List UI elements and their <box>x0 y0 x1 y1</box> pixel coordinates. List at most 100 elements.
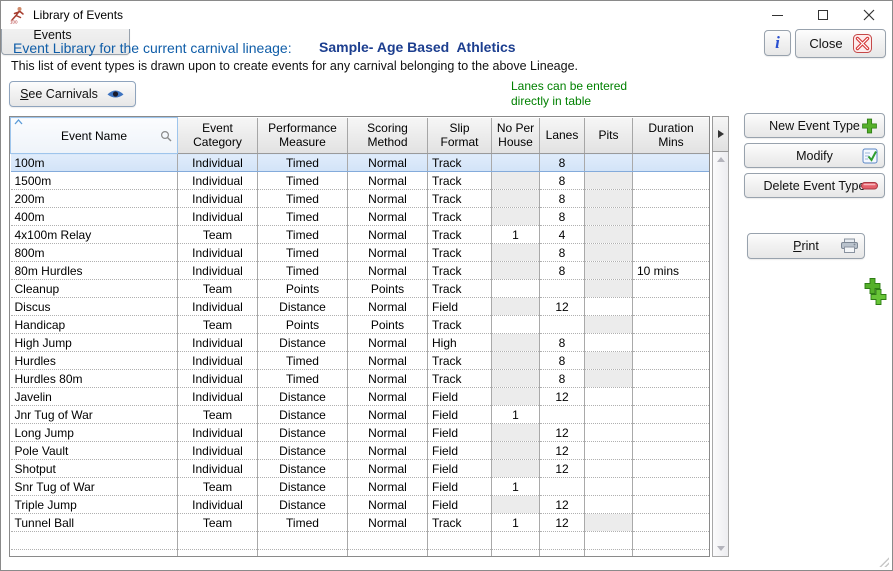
cell-measure[interactable]: Distance <box>257 405 348 424</box>
table-row[interactable]: Hurdles 80m Individual Timed Normal Track 8 <box>10 369 709 388</box>
cell-lanes[interactable]: 8 <box>539 207 585 226</box>
cell-name[interactable]: 800m <box>10 243 178 262</box>
cell-measure[interactable]: Distance <box>257 459 348 478</box>
cell-measure[interactable]: Timed <box>257 171 348 190</box>
column-header-scoring[interactable]: Scoring Method <box>347 117 428 154</box>
cell-measure[interactable]: Distance <box>257 423 348 442</box>
cell-lanes[interactable]: 8 <box>539 171 585 190</box>
cell-duration[interactable] <box>632 189 709 208</box>
cell-lanes[interactable]: 8 <box>539 189 585 208</box>
cell-slip[interactable]: Track <box>427 189 492 208</box>
cell-no_per_house[interactable]: 1 <box>491 477 540 496</box>
cell-pits[interactable] <box>584 333 633 352</box>
cell-duration[interactable] <box>632 423 709 442</box>
cell-slip[interactable]: Field <box>427 297 492 316</box>
column-header-slip[interactable]: Slip Format <box>427 117 492 154</box>
cell-scoring[interactable]: Normal <box>347 153 428 172</box>
cell-lanes[interactable] <box>539 531 585 550</box>
search-icon[interactable] <box>160 130 172 142</box>
table-row[interactable]: 100m Individual Timed Normal Track 8 <box>10 153 709 172</box>
cell-name[interactable]: High Jump <box>10 333 178 352</box>
cell-pits[interactable] <box>584 405 633 424</box>
cell-measure[interactable]: Distance <box>257 441 348 460</box>
cell-scoring[interactable]: Normal <box>347 513 428 532</box>
cell-category[interactable]: Individual <box>177 423 258 442</box>
cell-category[interactable]: Team <box>177 225 258 244</box>
cell-scoring[interactable]: Normal <box>347 369 428 388</box>
cell-lanes[interactable]: 12 <box>539 441 585 460</box>
cell-scoring[interactable]: Normal <box>347 243 428 262</box>
cell-category[interactable]: Individual <box>177 207 258 226</box>
cell-category[interactable]: Individual <box>177 459 258 478</box>
cell-duration[interactable] <box>632 459 709 478</box>
table-row[interactable]: 1500m Individual Timed Normal Track 8 <box>10 171 709 190</box>
cell-name[interactable]: Snr Tug of War <box>10 477 178 496</box>
cell-scoring[interactable]: Normal <box>347 171 428 190</box>
cell-duration[interactable] <box>632 405 709 424</box>
cell-scoring[interactable]: Normal <box>347 189 428 208</box>
new-event-type-button[interactable]: New Event Type <box>744 113 885 138</box>
cell-pits[interactable] <box>584 459 633 478</box>
cell-scoring[interactable]: Normal <box>347 459 428 478</box>
cell-name[interactable]: 1500m <box>10 171 178 190</box>
cell-duration[interactable] <box>632 225 709 244</box>
cell-slip[interactable]: Field <box>427 477 492 496</box>
column-header-pits[interactable]: Pits <box>584 117 633 154</box>
maximize-button[interactable] <box>800 1 846 29</box>
cell-slip[interactable]: Track <box>427 351 492 370</box>
print-button[interactable]: Print <box>747 233 865 259</box>
cell-slip[interactable]: Track <box>427 279 492 298</box>
table-row[interactable]: 80m Hurdles Individual Timed Normal Track 8 10… <box>10 261 709 280</box>
cell-name[interactable]: Long Jump <box>10 423 178 442</box>
table-row[interactable]: Javelin Individual Distance Normal Field 12 <box>10 387 709 406</box>
cell-pits[interactable] <box>584 153 633 172</box>
cell-category[interactable]: Individual <box>177 495 258 514</box>
cell-name[interactable]: Discus <box>10 297 178 316</box>
table-row[interactable]: Discus Individual Distance Normal Field 12 <box>10 297 709 316</box>
table-row[interactable]: Hurdles Individual Timed Normal Track 8 <box>10 351 709 370</box>
cell-duration[interactable] <box>632 477 709 496</box>
cell-category[interactable]: Individual <box>177 189 258 208</box>
cell-name[interactable]: Triple Jump <box>10 495 178 514</box>
cell-pits[interactable] <box>584 477 633 496</box>
info-button[interactable]: i <box>764 30 791 56</box>
cell-measure[interactable]: Timed <box>257 225 348 244</box>
cell-slip[interactable]: Track <box>427 153 492 172</box>
table-row[interactable]: 4x100m Relay Team Timed Normal Track 1 4 <box>10 225 709 244</box>
table-row[interactable]: Jnr Tug of War Team Distance Normal Field 1 <box>10 405 709 424</box>
cell-scoring[interactable]: Normal <box>347 387 428 406</box>
cell-name[interactable]: 100m <box>10 153 178 172</box>
cell-category[interactable]: Individual <box>177 243 258 262</box>
cell-duration[interactable] <box>632 513 709 532</box>
cell-duration[interactable] <box>632 549 709 556</box>
cell-category[interactable]: Team <box>177 477 258 496</box>
cell-pits[interactable] <box>584 531 633 550</box>
cell-slip[interactable] <box>427 531 492 550</box>
cell-lanes[interactable]: 12 <box>539 495 585 514</box>
cell-lanes[interactable]: 4 <box>539 225 585 244</box>
cell-category[interactable]: Individual <box>177 297 258 316</box>
cell-category[interactable]: Team <box>177 405 258 424</box>
cell-lanes[interactable]: 8 <box>539 261 585 280</box>
table-row[interactable]: Snr Tug of War Team Distance Normal Field 1 <box>10 477 709 496</box>
cell-scoring[interactable]: Normal <box>347 495 428 514</box>
cell-name[interactable]: 200m <box>10 189 178 208</box>
cell-scoring[interactable]: Normal <box>347 441 428 460</box>
cell-duration[interactable] <box>632 279 709 298</box>
table-row[interactable]: Pole Vault Individual Distance Normal Field 1… <box>10 441 709 460</box>
cell-category[interactable]: Team <box>177 513 258 532</box>
cell-scoring[interactable]: Points <box>347 279 428 298</box>
cell-scoring[interactable]: Points <box>347 315 428 334</box>
cell-no_per_house[interactable] <box>491 549 540 556</box>
cell-name[interactable] <box>10 531 178 550</box>
cell-no_per_house[interactable]: 1 <box>491 513 540 532</box>
empty-table-row[interactable] <box>10 549 709 556</box>
cell-duration[interactable] <box>632 171 709 190</box>
cell-name[interactable]: Hurdles 80m <box>10 369 178 388</box>
cell-pits[interactable] <box>584 441 633 460</box>
cell-category[interactable]: Individual <box>177 153 258 172</box>
cell-category[interactable] <box>177 549 258 556</box>
column-header-category[interactable]: Event Category <box>177 117 258 154</box>
cell-name[interactable]: 4x100m Relay <box>10 225 178 244</box>
table-row[interactable]: Long Jump Individual Distance Normal Field 12 <box>10 423 709 442</box>
